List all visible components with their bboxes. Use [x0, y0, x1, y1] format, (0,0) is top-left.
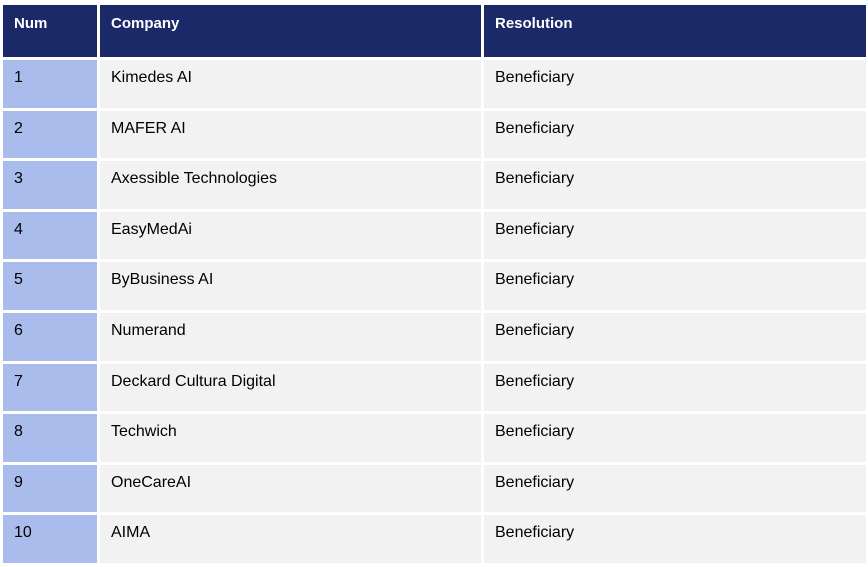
row-num-cell: 4 [3, 211, 97, 260]
row-num-cell: 7 [3, 363, 97, 412]
row-num-cell: 10 [3, 515, 97, 563]
row-company-cell: Deckard Cultura Digital [100, 363, 481, 412]
row-resolution-cell: Beneficiary [484, 262, 866, 310]
row-resolution-cell: Beneficiary [484, 515, 866, 563]
row-num-cell: 3 [3, 161, 97, 209]
row-num-cell: 2 [3, 110, 97, 159]
column-header-num: Num [3, 5, 97, 57]
company-resolution-table: Num Company Resolution 1 Kimedes AI Bene… [3, 5, 866, 563]
row-company-cell: Numerand [100, 312, 481, 361]
row-resolution-cell: Beneficiary [484, 161, 866, 209]
row-resolution-cell: Beneficiary [484, 312, 866, 361]
row-resolution-cell: Beneficiary [484, 60, 866, 108]
row-num-cell: 8 [3, 414, 97, 462]
row-company-cell: AIMA [100, 515, 481, 563]
row-resolution-cell: Beneficiary [484, 211, 866, 260]
row-company-cell: OneCareAI [100, 464, 481, 513]
row-resolution-cell: Beneficiary [484, 414, 866, 462]
row-company-cell: ByBusiness AI [100, 262, 481, 310]
row-company-cell: MAFER AI [100, 110, 481, 159]
column-header-company: Company [100, 5, 481, 57]
row-num-cell: 9 [3, 464, 97, 513]
row-resolution-cell: Beneficiary [484, 363, 866, 412]
row-num-cell: 5 [3, 262, 97, 310]
row-company-cell: Axessible Technologies [100, 161, 481, 209]
row-num-cell: 6 [3, 312, 97, 361]
row-company-cell: Techwich [100, 414, 481, 462]
row-company-cell: Kimedes AI [100, 60, 481, 108]
row-resolution-cell: Beneficiary [484, 110, 866, 159]
row-company-cell: EasyMedAi [100, 211, 481, 260]
column-header-resolution: Resolution [484, 5, 866, 57]
row-num-cell: 1 [3, 60, 97, 108]
row-resolution-cell: Beneficiary [484, 464, 866, 513]
